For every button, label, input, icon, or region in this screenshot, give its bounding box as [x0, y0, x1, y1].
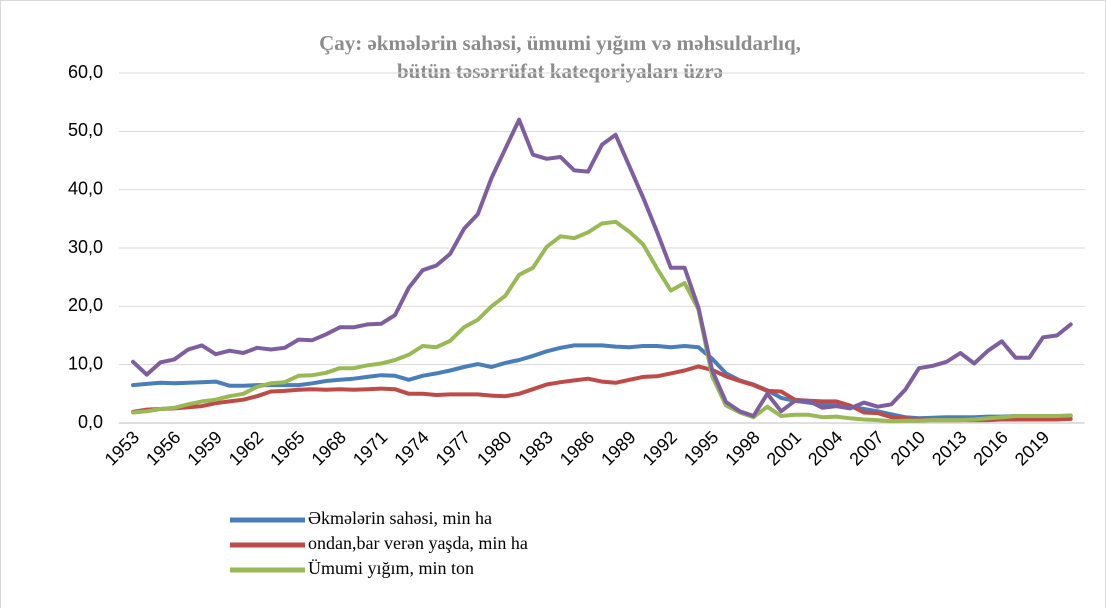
y-tick-label: 60,0: [68, 62, 103, 82]
y-tick-label: 50,0: [68, 120, 103, 140]
chart-title: Çay: əkmələrin sahəsi, ümumi yığım və mə…: [319, 31, 801, 55]
legend-label: ondan,bar verən yaşda, min ha: [308, 533, 528, 553]
chart-title: bütün təsərrüfat kateqoriyaları üzrə: [397, 59, 723, 83]
y-tick-label: 0,0: [78, 412, 103, 432]
line-series: [131, 219, 1073, 424]
legend-label: Əkmələrin sahəsi, min ha: [308, 508, 492, 528]
y-tick-label: 30,0: [68, 237, 103, 257]
legend-label: Ümumi yığım, min ton: [308, 558, 474, 578]
y-tick-label: 20,0: [68, 295, 103, 315]
y-tick-label: 10,0: [68, 353, 103, 373]
line-series: [131, 117, 1073, 418]
y-tick-label: 40,0: [68, 178, 103, 198]
